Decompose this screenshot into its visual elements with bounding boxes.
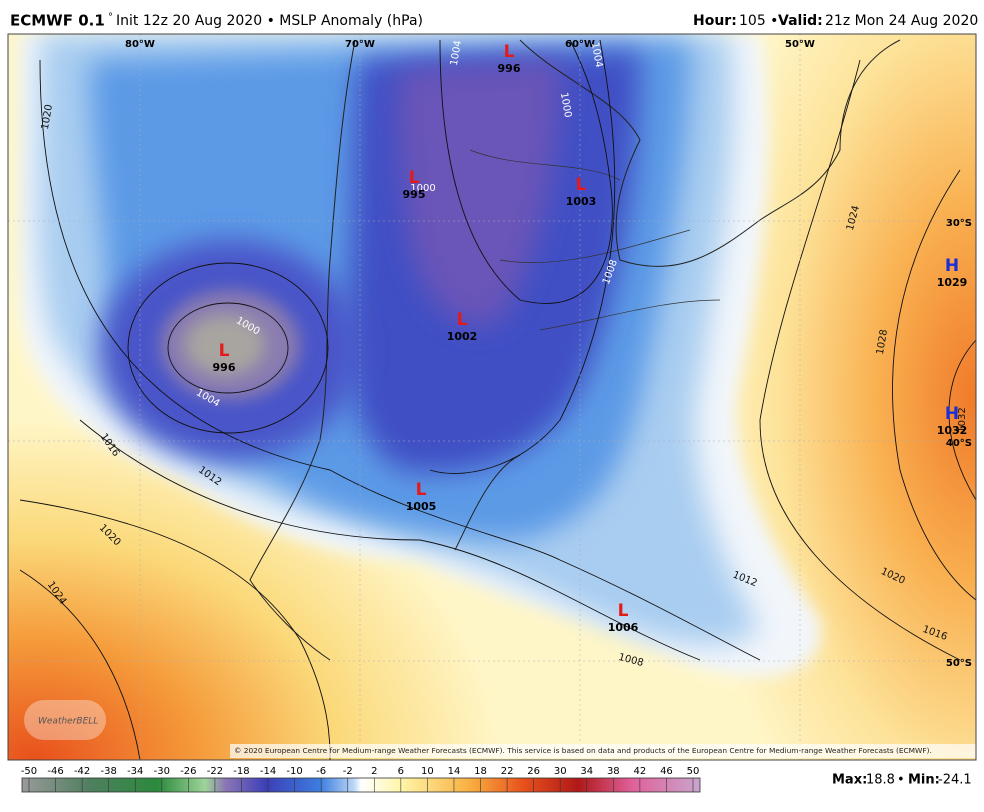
colorbar-tick-label: -30 [154,766,170,777]
logo-badge [24,700,106,740]
max-value: 18.8 [866,773,895,788]
pressure-center-symbol: L [409,168,420,188]
colorbar-tick-label: 30 [554,766,567,777]
pressure-center-symbol: L [618,601,629,621]
colorbar-tick-label: 6 [398,766,404,777]
west-low-center [185,315,265,375]
valid-value: 21z Mon 24 Aug 2020 [825,13,978,29]
colorbar-tick-label: -10 [286,766,302,777]
isobar-label: 1000 [558,92,573,119]
colorbar-tick-label: -6 [316,766,326,777]
pressure-center-value: 1003 [566,195,597,208]
min-value: -24.1 [938,773,972,788]
isobar-label: 1004 [449,40,464,67]
pressure-center-symbol: H [945,256,959,276]
isobar-label: 1000 [410,183,435,194]
degree: ° [108,12,113,23]
separator: • [897,773,905,788]
valid-label: Valid: [778,13,823,29]
latitude-label: 30°S [946,218,972,229]
model-name: ECMWF 0.1 [10,12,105,30]
colorbar-tick-label: -50 [21,766,37,777]
colorbar-ticks: -50 -46 -42 -38 -34 -30 -26 -22 -18 -14 -10 -6 -2 2 6 1… [21,766,700,792]
pressure-center-symbol: L [457,310,468,330]
pressure-center-symbol: H [945,404,959,424]
pressure-center-value: 1006 [608,621,639,634]
colorbar-tick-label: -46 [47,766,63,777]
colorbar-tick-label: 14 [448,766,461,777]
credit: WeatherBELL [38,717,98,727]
max-label: Max: [832,773,867,788]
colorbar-tick-label: -34 [127,766,143,777]
pressure-center-value: 1029 [937,276,968,289]
colorbar-tick-label: -38 [101,766,117,777]
pressure-center-symbol: L [576,175,587,195]
longitude-label: 50°W [785,39,815,50]
colorbar-tick-label: -2 [343,766,353,777]
colorbar-tick-label: -14 [260,766,276,777]
init-info: Init 12z 20 Aug 2020 • MSLP Anomaly (hPa… [116,13,423,29]
copyright-bg [230,744,976,758]
map-frame [7,33,977,761]
isobars [19,39,976,760]
colorbar-tick-label: -42 [74,766,90,777]
pressure-center-value: 1002 [447,330,478,343]
colorbar-tick-label: 22 [501,766,514,777]
colorbar-tick-label: -18 [233,766,249,777]
pressure-center-symbol: L [219,341,230,361]
longitude-label: 60°W [565,39,595,50]
colorbar-tick-label: 34 [580,766,593,777]
colorbar-tick-label: 2 [371,766,377,777]
colorbar [21,777,701,793]
colorbar-tick-label: 10 [421,766,434,777]
hour-label: Hour: [693,13,737,29]
pressure-center-symbol: L [416,480,427,500]
very-strong-negative-anomaly [398,60,560,326]
isobar-label: 1032 [957,407,968,432]
pressure-center-value: 996 [498,62,521,75]
pressure-center-value: 996 [213,361,236,374]
min-label: Min: [908,773,940,788]
pressure-center-symbol: L [504,42,515,62]
longitude-label: 70°W [345,39,375,50]
colorbar-tick-label: -22 [207,766,223,777]
isobar-label: 1028 [875,329,890,356]
colorbar-tick-label: 50 [687,766,700,777]
longitude-label: 80°W [125,39,155,50]
colorbar-tick-label: 26 [527,766,540,777]
pressure-center-value: 1032 [937,424,968,437]
latitude-label: 50°S [946,658,972,669]
map: 80°W 70°W 60°W 50°W30°S40°S50°S102010161012… [8,34,976,760]
isobar-label: 1004 [589,42,604,69]
coastline [249,39,901,661]
pressure-center-value: 995 [403,188,426,201]
graticule [8,34,976,760]
isobar-label: 1020 [40,104,55,131]
pressure-center-value: 1005 [406,500,437,513]
borders [469,149,721,331]
hour-value: 105 • [739,13,778,29]
colorbar-tick-label: 18 [474,766,487,777]
latitude-label: 40°S [946,438,972,449]
colorbar-tick-label: 38 [607,766,620,777]
colorbar-tick-label: 46 [660,766,673,777]
colorbar-tick-label: 42 [634,766,647,777]
colorbar-tick-label: -26 [180,766,196,777]
copyright: © 2020 European Centre for Medium-range … [234,746,932,755]
